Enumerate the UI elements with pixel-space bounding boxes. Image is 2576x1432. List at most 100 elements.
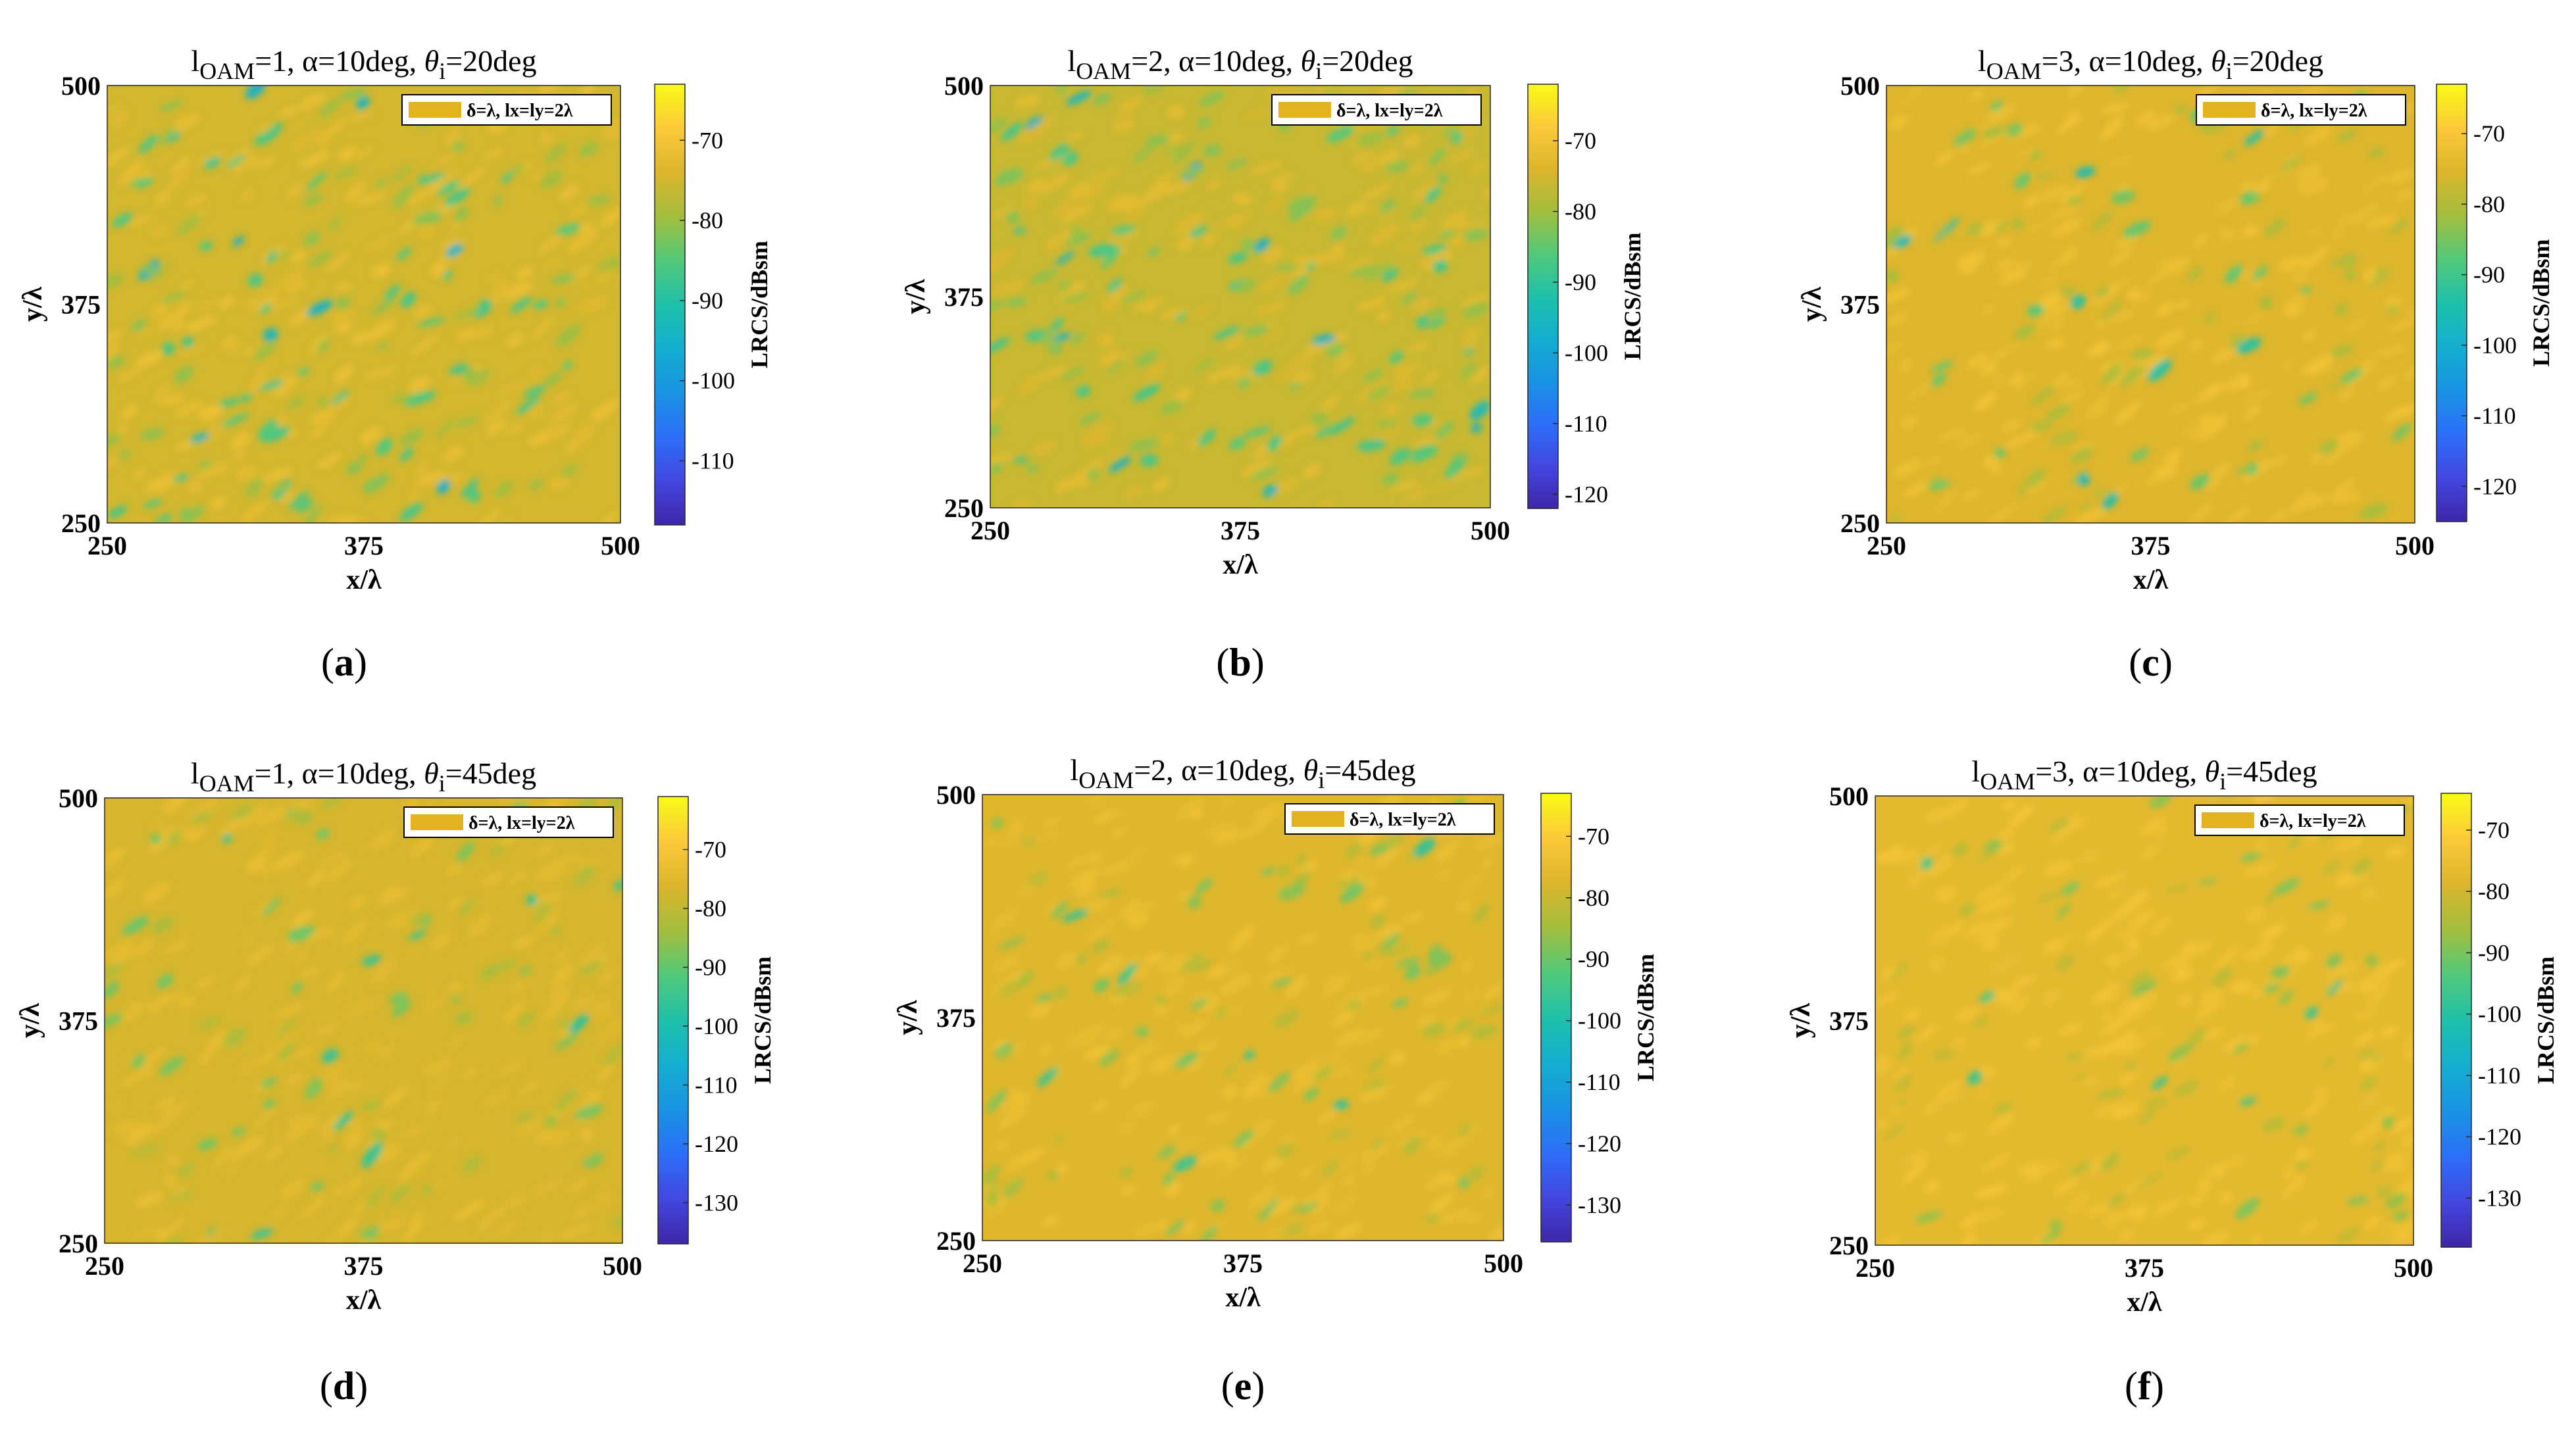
colorbar-gradient — [2436, 84, 2467, 522]
x-tick-label: 500 — [1471, 516, 1510, 545]
y-tick-label: 250 — [936, 1226, 976, 1256]
legend-swatch — [2202, 812, 2254, 828]
legend: δ=λ, lx=ly=2λ — [2194, 804, 2405, 836]
panel-caption: (f) — [2125, 1364, 2164, 1408]
legend-swatch — [1292, 811, 1344, 827]
legend: δ=λ, lx=ly=2λ — [401, 94, 612, 126]
colorbar: -70 -80 -90 -100 -110 -120 LRCS/dBsm — [2436, 84, 2554, 522]
colorbar-tick-label: -130 — [695, 1189, 738, 1216]
colorbar-gradient — [657, 796, 689, 1245]
panel-title: lOAM=3, α=10deg, θi=20deg — [1978, 44, 2323, 84]
heatmap-field — [105, 798, 622, 1243]
colorbar-tick-label: -80 — [695, 895, 726, 922]
colorbar-tick-label: -100 — [1565, 340, 1608, 366]
colorbar-tick-label: -100 — [2478, 1001, 2521, 1027]
y-axis-label: y/λ — [15, 1002, 45, 1038]
colorbar-tick-label: -70 — [692, 127, 723, 153]
panel-d: lOAM=1, α=10deg, θi=45deg δ=λ, lx=ly=2λ 25… — [15, 756, 776, 1408]
legend-label: δ=λ, lx=ly=2λ — [468, 813, 575, 833]
colorbar: -70 -80 -90 -100 -110 -120 LRCS/dBsm — [1527, 84, 1646, 509]
colorbar: -70 -80 -90 -100 -110 -120 -130 LRCS/dBsm — [1540, 793, 1659, 1243]
heatmap-field — [107, 86, 620, 523]
legend: δ=λ, lx=ly=2λ — [1271, 94, 1482, 126]
panel-a: lOAM=1, α=10deg, θi=20deg δ=λ, lx=ly=2λ 25… — [18, 44, 772, 684]
colorbar-label: LRCS/dBsm — [749, 956, 776, 1084]
panel-f: lOAM=3, α=10deg, θi=45deg δ=λ, lx=ly=2λ 25… — [1786, 754, 2559, 1408]
colorbar-tick-label: -80 — [1565, 199, 1596, 225]
colorbar-tick-label: -120 — [2473, 473, 2517, 499]
panel-caption: (b) — [1216, 641, 1264, 684]
colorbar-tick-label: -100 — [695, 1013, 738, 1039]
panel-e: lOAM=2, α=10deg, θi=45deg δ=λ, lx=ly=2λ 25… — [893, 753, 1659, 1408]
colorbar-tick-label: -90 — [2473, 262, 2505, 288]
panel-title: lOAM=1, α=10deg, θi=45deg — [191, 756, 536, 797]
y-tick-label: 375 — [59, 1006, 98, 1036]
x-tick-label: 250 — [963, 1248, 1002, 1278]
colorbar-label: LRCS/dBsm — [2533, 956, 2559, 1084]
panel-title: lOAM=1, α=10deg, θi=20deg — [191, 44, 536, 84]
y-tick-label: 250 — [59, 1229, 98, 1258]
panel-c: lOAM=3, α=10deg, θi=20deg δ=λ, lx=ly=2λ 25… — [1797, 44, 2554, 684]
x-tick-label: 250 — [971, 516, 1010, 545]
legend-swatch — [1278, 102, 1331, 118]
colorbar-tick-label: -110 — [2473, 403, 2516, 429]
colorbar: -70 -80 -90 -100 -110 -120 -130 LRCS/dBsm — [2440, 793, 2559, 1248]
colorbar-tick-label: -120 — [1578, 1131, 1621, 1157]
y-tick-label: 250 — [1840, 508, 1880, 538]
colorbar-label: LRCS/dBsm — [746, 241, 772, 368]
colorbar-gradient — [1540, 793, 1572, 1243]
x-tick-label: 250 — [88, 531, 127, 560]
x-axis-label: x/λ — [346, 565, 382, 595]
x-tick-label: 500 — [1484, 1248, 1523, 1278]
panel-b: lOAM=2, α=10deg, θi=20deg δ=λ, lx=ly=2λ 25… — [901, 44, 1646, 684]
legend-swatch — [2203, 102, 2256, 118]
colorbar-tick-label: -130 — [2478, 1185, 2521, 1211]
colorbar-tick-label: -90 — [1578, 946, 1609, 972]
colorbar-tick-label: -110 — [1565, 410, 1607, 437]
colorbar-tick-label: -70 — [1578, 823, 1609, 849]
x-tick-label: 500 — [2395, 531, 2435, 560]
y-tick-label: 375 — [944, 282, 984, 312]
x-axis-label: x/λ — [1225, 1283, 1261, 1313]
legend-swatch — [409, 102, 461, 118]
y-tick-label: 500 — [936, 780, 976, 810]
x-tick-label: 250 — [1867, 531, 1906, 560]
heatmap-field — [1875, 796, 2413, 1245]
y-axis-label: y/λ — [1797, 286, 1827, 322]
colorbar-label: LRCS/dBsm — [1619, 232, 1646, 360]
x-axis-label: x/λ — [346, 1285, 382, 1316]
y-tick-label: 500 — [59, 783, 98, 813]
colorbar-tick-label: -90 — [692, 287, 723, 314]
legend: δ=λ, lx=ly=2λ — [2196, 94, 2406, 126]
panel-title: lOAM=2, α=10deg, θi=45deg — [1070, 753, 1415, 793]
x-tick-label: 375 — [1223, 1248, 1263, 1278]
legend-label: δ=λ, lx=ly=2λ — [2260, 811, 2366, 831]
colorbar-gradient — [1527, 84, 1559, 509]
legend-label: δ=λ, lx=ly=2λ — [2261, 101, 2367, 121]
y-tick-label: 375 — [1829, 1006, 1869, 1036]
colorbar-tick-label: -80 — [692, 207, 723, 234]
colorbar-tick-label: -100 — [2473, 332, 2517, 358]
colorbar-tick-label: -90 — [1565, 269, 1596, 295]
panel-caption: (a) — [321, 641, 367, 684]
panel-caption: (c) — [2129, 641, 2173, 684]
colorbar-tick-label: -120 — [695, 1131, 738, 1157]
y-tick-label: 500 — [61, 71, 101, 101]
colorbar-tick-label: -110 — [1578, 1069, 1621, 1095]
colorbar-tick-label: -80 — [2478, 878, 2510, 904]
legend-label: δ=λ, lx=ly=2λ — [1336, 101, 1443, 121]
y-axis-label: y/λ — [1786, 1002, 1816, 1038]
heatmap-field — [990, 86, 1490, 508]
x-axis-label: x/λ — [2127, 1287, 2162, 1318]
x-tick-label: 375 — [2125, 1253, 2164, 1283]
colorbar-tick-label: -70 — [1565, 128, 1596, 154]
panel-caption: (d) — [320, 1364, 368, 1408]
colorbar-gradient — [654, 84, 686, 526]
panel-title: lOAM=3, α=10deg, θi=45deg — [1971, 754, 2317, 795]
x-axis-label: x/λ — [1223, 550, 1258, 580]
colorbar-tick-label: -80 — [1578, 885, 1609, 911]
colorbar-gradient — [2440, 793, 2472, 1248]
x-tick-label: 500 — [2394, 1253, 2433, 1283]
x-tick-label: 375 — [344, 531, 384, 560]
